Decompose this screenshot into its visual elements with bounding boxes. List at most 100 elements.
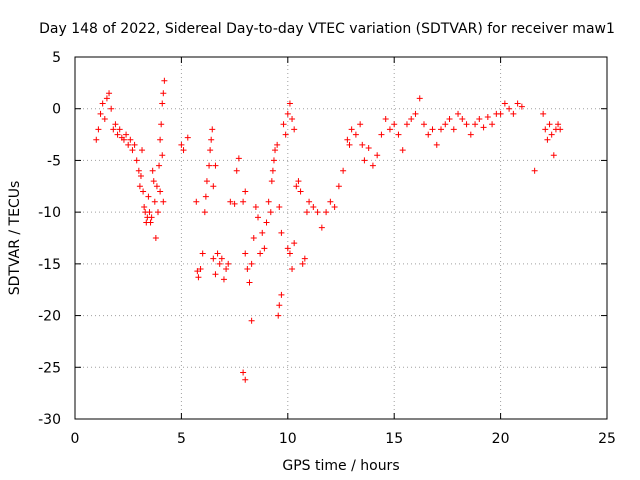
data-point	[463, 121, 470, 128]
data-point	[299, 260, 306, 267]
data-point	[153, 183, 160, 190]
data-point	[199, 250, 206, 257]
data-points	[93, 77, 564, 383]
data-point	[93, 136, 100, 143]
data-point	[540, 110, 547, 117]
data-point	[231, 200, 238, 207]
data-point	[331, 203, 338, 210]
data-point	[156, 162, 163, 169]
data-point	[197, 266, 204, 273]
data-point	[408, 116, 415, 123]
data-point	[216, 260, 223, 267]
data-point	[365, 145, 372, 152]
data-point	[293, 183, 300, 190]
data-point	[151, 198, 158, 205]
y-tick-label: -5	[47, 153, 61, 169]
data-point	[420, 121, 427, 128]
data-point	[378, 131, 385, 138]
data-point	[136, 183, 143, 190]
data-point	[110, 126, 117, 133]
plot-frame	[74, 56, 608, 420]
data-point	[297, 188, 304, 195]
data-point	[127, 136, 134, 143]
data-point	[178, 141, 185, 148]
data-point	[346, 141, 353, 148]
data-point	[433, 141, 440, 148]
data-point	[340, 167, 347, 174]
data-point	[202, 193, 209, 200]
data-point	[220, 276, 227, 283]
data-point	[359, 141, 366, 148]
data-point	[233, 167, 240, 174]
data-point	[240, 369, 247, 376]
data-point	[180, 147, 187, 154]
data-point	[272, 147, 279, 154]
data-point	[295, 178, 302, 185]
data-point	[399, 147, 406, 154]
data-point	[278, 229, 285, 236]
data-point	[218, 255, 225, 262]
data-point	[546, 121, 553, 128]
data-point	[103, 95, 110, 102]
data-point	[227, 198, 234, 205]
data-point	[455, 110, 462, 117]
data-point	[152, 235, 159, 241]
y-tick-label: -15	[38, 257, 61, 273]
data-point	[101, 116, 108, 123]
data-point	[291, 240, 298, 247]
data-point	[160, 90, 167, 97]
y-tick-label: -20	[38, 309, 61, 325]
data-point	[255, 214, 262, 221]
data-point	[145, 193, 152, 200]
y-axis-title: SDTVAR / TECUs	[7, 181, 23, 296]
data-point	[438, 126, 445, 133]
data-point	[159, 100, 166, 107]
data-point	[208, 136, 215, 143]
data-point	[280, 121, 287, 128]
data-point	[286, 250, 293, 257]
data-point	[274, 141, 281, 148]
x-tick-label: 5	[177, 431, 186, 447]
data-point	[310, 203, 317, 210]
data-point	[159, 152, 166, 159]
data-point	[147, 219, 154, 226]
data-point	[391, 121, 398, 128]
data-point	[531, 167, 538, 174]
data-point	[212, 162, 219, 169]
data-point	[259, 229, 266, 236]
data-point	[276, 302, 283, 309]
data-point	[282, 131, 289, 138]
data-point	[157, 136, 164, 143]
data-point	[286, 100, 293, 107]
data-point	[214, 250, 221, 257]
y-tick-label: -25	[38, 360, 61, 376]
x-axis: 0 5 10 15 20 25	[71, 57, 616, 447]
data-point	[484, 113, 491, 120]
x-tick-label: 0	[71, 431, 80, 447]
data-point	[382, 116, 389, 123]
data-point	[131, 141, 138, 148]
data-point	[352, 131, 359, 138]
data-point	[267, 209, 274, 216]
data-point	[140, 188, 147, 195]
data-point	[518, 103, 525, 110]
data-point	[203, 178, 210, 185]
data-point	[459, 116, 466, 123]
data-point	[323, 209, 330, 216]
x-tick-label: 10	[279, 431, 297, 447]
x-tick-label: 15	[385, 431, 403, 447]
data-point	[480, 124, 487, 131]
data-point	[248, 260, 255, 267]
y-tick-label: -30	[38, 412, 61, 428]
data-point	[250, 235, 257, 241]
data-point	[357, 121, 364, 128]
data-point	[242, 250, 249, 257]
data-point	[184, 134, 191, 141]
data-point	[248, 317, 255, 324]
data-point	[501, 100, 508, 107]
data-point	[116, 126, 123, 133]
data-point	[194, 268, 201, 275]
y-tick-label: 0	[52, 102, 61, 118]
data-point	[195, 274, 202, 281]
